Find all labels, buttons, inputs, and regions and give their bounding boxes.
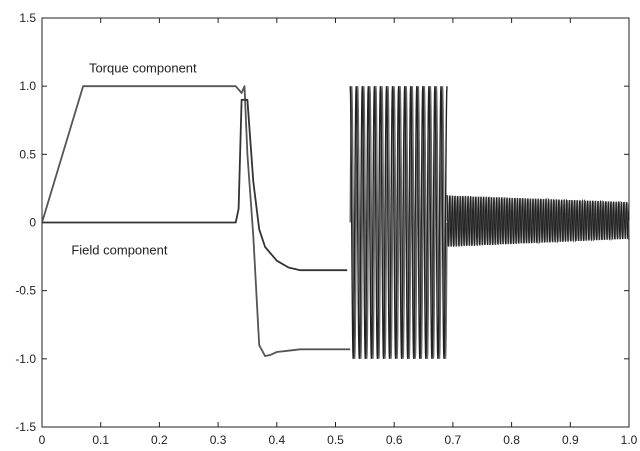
x-tick-label: 0.1 xyxy=(92,433,109,447)
x-tick-label: 0.6 xyxy=(386,433,403,447)
axes: 0 0.1 0.2 0.3 0.4 0.5 0.6 0.7 0.8 0.9 1.0 -1.5 -1.0 -… xyxy=(15,11,637,447)
y-tick-label: 1.5 xyxy=(19,11,36,25)
y-tick-label: -1.0 xyxy=(15,352,36,366)
x-tick-label: 0.9 xyxy=(562,433,579,447)
x-tick-label: 0.2 xyxy=(151,433,168,447)
oscillation-region-steady-b xyxy=(446,195,630,247)
x-tick-label: 0.8 xyxy=(503,433,520,447)
x-tick-label: 0 xyxy=(39,433,46,447)
oscillation-region-transient-b xyxy=(349,86,448,359)
y-tick-label: 0 xyxy=(29,216,36,230)
x-tick-label: 0.5 xyxy=(327,433,344,447)
field-component-line xyxy=(42,98,348,272)
torque-component-annotation: Torque component xyxy=(89,61,197,76)
y-tick-label: -0.5 xyxy=(15,284,36,298)
y-tick-label: 1.0 xyxy=(19,79,36,93)
field-component-annotation: Field component xyxy=(71,242,167,257)
torque-component-line xyxy=(41,85,351,357)
series-layer xyxy=(41,85,630,359)
x-tick-label: 0.4 xyxy=(268,433,285,447)
x-tick-label: 1.0 xyxy=(621,433,638,447)
y-tick-label: 0.5 xyxy=(19,147,36,161)
x-tick-label: 0.7 xyxy=(445,433,462,447)
y-tick-label: -1.5 xyxy=(15,420,36,434)
x-tick-label: 0.3 xyxy=(210,433,227,447)
